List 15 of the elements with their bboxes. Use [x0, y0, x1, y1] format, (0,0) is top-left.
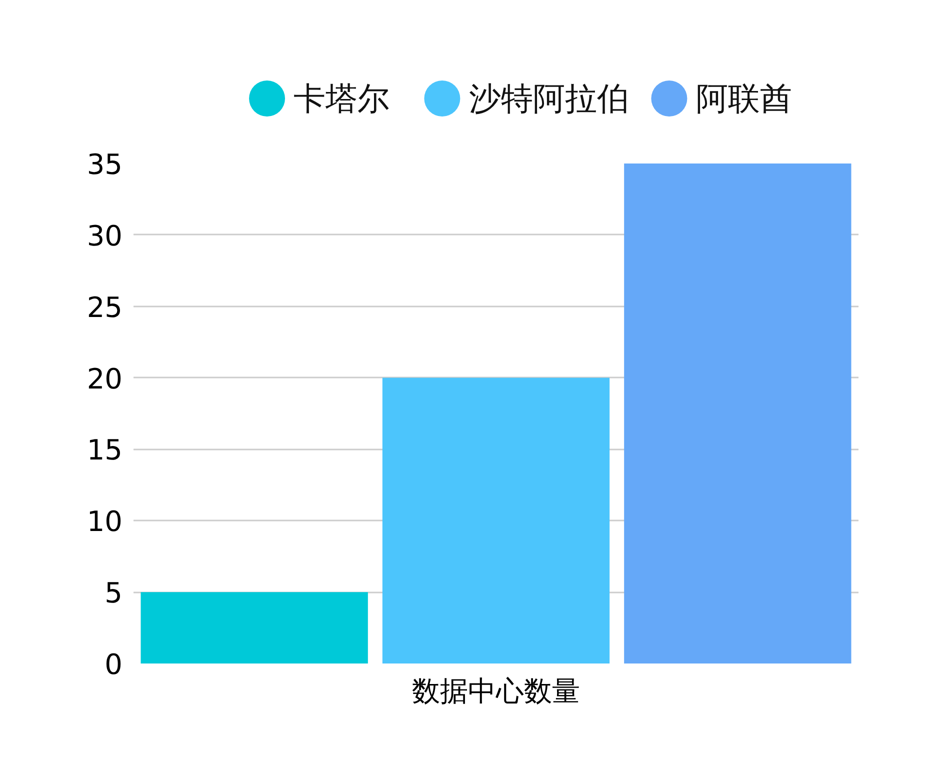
y-tick-label: 10 — [86, 505, 123, 538]
legend-label: 阿联酋 — [696, 80, 792, 118]
bar — [140, 592, 368, 664]
y-tick-label: 0 — [104, 648, 123, 681]
y-tick-label: 35 — [86, 148, 123, 181]
y-tick-label: 30 — [86, 219, 123, 252]
y-tick-label: 25 — [86, 290, 123, 324]
y-tick-label: 15 — [86, 434, 123, 467]
bar — [624, 164, 852, 664]
bar — [382, 378, 610, 664]
legend-label: 卡塔尔 — [294, 80, 390, 118]
y-tick-label: 5 — [104, 576, 123, 610]
x-tick-label: 数据中心数量 — [412, 674, 580, 708]
legend-label: 沙特阿拉伯 — [468, 80, 629, 118]
y-tick-label: 20 — [86, 362, 123, 396]
